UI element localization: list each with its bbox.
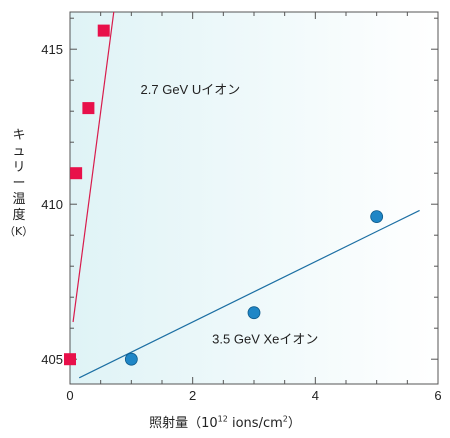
data-point-square xyxy=(64,353,76,366)
x-axis-title-prefix: 照射量（10 xyxy=(149,416,218,431)
x-axis-title-unit-exponent: 2 xyxy=(282,414,288,424)
y-axis-title-char: （K） xyxy=(4,225,34,238)
y-axis-title-char: ー xyxy=(12,176,26,191)
data-point-circle xyxy=(124,352,138,366)
data-point-circle xyxy=(247,306,261,320)
y-axis-title: キュリー温度 （K） xyxy=(4,128,33,240)
data-point-square xyxy=(70,167,83,180)
x-tick-label: 2 xyxy=(189,388,196,403)
y-axis-title-char: ュ xyxy=(12,144,26,159)
x-tick-label: 0 xyxy=(66,388,73,403)
x-axis-title-unit: ions/cm xyxy=(227,416,283,431)
x-tick-label: 4 xyxy=(312,388,319,403)
x-axis-title-suffix: ） xyxy=(287,416,301,431)
axis-ticks xyxy=(69,12,439,384)
series-label: 3.5 GeV Xeイオン xyxy=(212,332,318,347)
series-label: 2.7 GeV Uイオン xyxy=(141,82,241,97)
plot-area xyxy=(69,11,439,385)
y-tick-label: 405 xyxy=(41,352,63,367)
fit-lines xyxy=(72,12,420,379)
y-tick-label: 410 xyxy=(41,197,63,212)
y-axis-title-char: 温 xyxy=(12,192,26,207)
y-axis-title-char: リ xyxy=(12,160,26,175)
y-axis-title-char: 度 xyxy=(12,208,26,223)
data-point-circle xyxy=(370,210,384,224)
x-tick-label: 6 xyxy=(434,388,441,403)
y-axis-title-char: キ xyxy=(12,128,26,143)
x-axis-title: 照射量（1012 ions/cm2） xyxy=(0,412,450,431)
data-point-square xyxy=(97,24,110,37)
fit-line xyxy=(72,12,115,323)
y-tick-label: 415 xyxy=(41,42,63,57)
x-axis-title-exponent: 12 xyxy=(217,414,228,424)
tick-labels: 0 2 4 6 405 410 415 xyxy=(41,42,441,403)
data-point-square xyxy=(82,102,95,115)
annotations: 2.7 GeV Uイオン 3.5 GeV Xeイオン xyxy=(141,82,319,347)
fit-line xyxy=(78,209,420,379)
data-points xyxy=(64,24,384,366)
